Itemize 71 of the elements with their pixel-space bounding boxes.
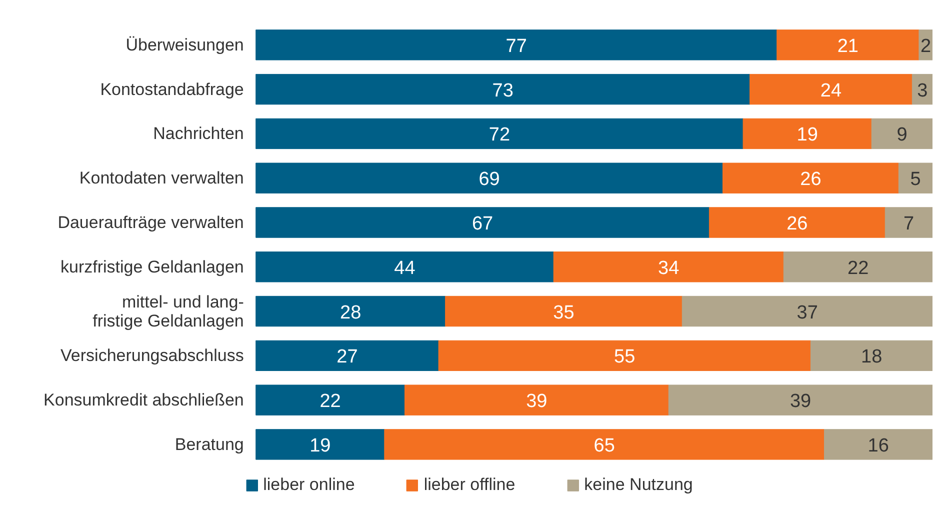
data-label: 3 [917,80,928,102]
bar [708,207,886,238]
bar [871,118,932,150]
bar [776,30,920,60]
bar [256,30,778,60]
data-label: 22 [320,391,341,412]
bar [445,296,682,327]
bar [668,384,932,416]
bar [384,429,824,460]
data-label: 27 [336,346,358,368]
y-tick-label: Konsumkredit abschließen [44,390,244,410]
data-label: 55 [614,346,636,368]
data-label: 18 [861,346,882,368]
data-label: 34 [658,258,680,279]
y-tick-label: Überweisungen [126,35,244,54]
bar [884,207,932,238]
bar [256,207,710,238]
data-label: 9 [896,124,908,146]
data-label: 19 [796,124,818,146]
bar [256,118,744,150]
bar [404,384,669,416]
bar [256,162,723,194]
bar [256,252,554,282]
y-tick-label: Versicherungsabschluss [60,346,244,366]
data-label: 19 [310,435,331,456]
bar [722,162,899,194]
legend-label: lieber offline [424,475,516,495]
y-tick-label: mittel- und lang- fristige Geldanlagen [92,292,244,330]
data-label: 44 [394,258,416,279]
data-label: 22 [848,258,869,279]
y-tick-label: Kontodaten verwalten [79,168,244,188]
data-label: 69 [478,169,500,190]
bar [824,429,932,460]
bar [438,340,811,372]
bar [256,340,439,372]
y-tick-label: Daueraufträge verwalten [58,212,244,232]
data-label: 5 [910,169,921,190]
bar [553,252,784,282]
y-tick-label: kurzfristige Geldanlagen [60,257,244,276]
data-label: 39 [526,391,548,412]
legend-label: keine Nutzung [584,475,693,495]
data-label: 67 [472,213,494,234]
y-tick-label: Beratung [174,434,244,454]
bar [783,252,932,282]
data-label: 26 [800,169,822,190]
bar [742,118,872,150]
bar [256,74,750,105]
bar [256,384,405,416]
y-tick-label: Kontostandabfrage [100,80,244,99]
data-label: 77 [506,36,527,57]
bar [256,296,446,327]
y-tick-label: Nachrichten [153,124,244,144]
bar [256,429,385,460]
data-label: 24 [820,80,842,102]
bar [682,296,932,327]
data-label: 2 [920,36,932,57]
data-label: 73 [492,80,514,102]
data-label: 37 [796,302,818,324]
data-label: 39 [790,391,812,412]
data-label: 65 [594,435,615,456]
data-label: 21 [837,36,858,57]
bar [810,340,932,372]
legend-label: lieber online [263,475,355,495]
bar [750,74,912,105]
data-label: 16 [868,435,889,456]
bar [898,162,932,194]
data-label: 26 [786,213,808,234]
data-label: 72 [488,124,510,146]
data-label: 7 [904,213,914,234]
data-label: 35 [553,302,574,324]
data-label: 28 [340,302,362,324]
